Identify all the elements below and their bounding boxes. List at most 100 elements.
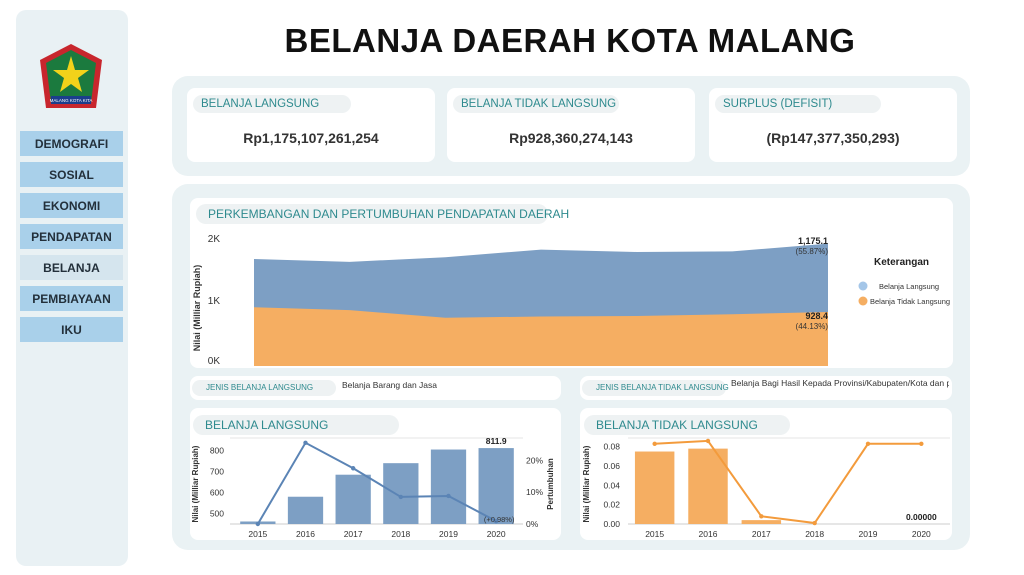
bl-bar <box>478 448 514 524</box>
btl-growth-dot <box>919 441 924 446</box>
bl-bar <box>430 449 467 524</box>
bl-growth-line <box>256 441 497 525</box>
bl-xtick: 2016 <box>296 529 315 539</box>
logo-ribbon-text: MALANG KOTA KITA <box>50 98 93 103</box>
btl-growth-dot <box>705 438 711 444</box>
kpi-label: BELANJA LANGSUNG <box>193 95 351 113</box>
bar-chart-tidak-langsung-title: BELANJA TIDAK LANGSUNG <box>584 415 790 435</box>
area-ytick: 0K <box>208 356 221 367</box>
nav-ekonomi[interactable]: EKONOMI <box>20 193 123 218</box>
bl-ytick: 700 <box>210 467 224 477</box>
btl-xtick: 2018 <box>805 529 824 539</box>
bl-last-label: 811.9 <box>486 436 507 446</box>
btl-ytick: 0.06 <box>603 461 620 471</box>
btl-xtick: 2015 <box>645 529 664 539</box>
legend-marker-tidak <box>858 296 868 306</box>
btl-ytick: 0.00 <box>603 519 620 529</box>
filter-langsung[interactable]: JENIS BELANJA LANGSUNG Belanja Barang da… <box>190 376 561 400</box>
btl-bars <box>634 448 782 524</box>
bl-growth-dot <box>350 466 356 471</box>
bl-bar <box>335 474 371 524</box>
page-title: BELANJA DAERAH KOTA MALANG <box>284 22 856 59</box>
btl-growth-dot <box>759 514 764 519</box>
bl-bars <box>240 448 514 524</box>
kpi-value: Rp928,360,274,143 <box>509 130 633 146</box>
nav-demografi[interactable]: DEMOGRAFI <box>20 131 123 156</box>
bl-yticks: 500 600 700 800 <box>210 446 224 519</box>
kpi-card-langsung: BELANJA LANGSUNG Rp1,175,107,261,254 <box>187 88 435 162</box>
legend-item-langsung: Belanja Langsung <box>879 282 939 291</box>
bl-ytick: 500 <box>210 509 224 519</box>
bl-growth-dot <box>446 493 451 499</box>
btl-growth-dot <box>652 441 657 446</box>
nav-pendapatan[interactable]: PENDAPATAN <box>20 224 123 249</box>
area-ytick: 2K <box>208 234 221 245</box>
btl-last-label: 0.00000 <box>906 512 937 522</box>
legend-title: Keterangan <box>874 257 929 268</box>
bl-bar <box>287 496 324 524</box>
area-chart: Nilai (Milliar Rupiah) 2K 1K 0K 1,175.1 … <box>192 234 950 367</box>
kpi-card-tidak-langsung: BELANJA TIDAK LANGSUNG Rp928,360,274,143 <box>447 88 695 162</box>
area-label-tidak: 928.4 <box>805 311 828 321</box>
filter-langsung-value[interactable]: Belanja Barang dan Jasa <box>342 380 437 390</box>
bl-ylabel: Nilai (Milliar Rupiah) <box>191 445 200 522</box>
bar-chart-langsung: Nilai (Milliar Rupiah) Pertumbuhan 500 60… <box>191 436 555 539</box>
bl-growth-dot <box>303 440 308 445</box>
kpi-label: SURPLUS (DEFISIT) <box>715 95 881 113</box>
bl-growth-dot <box>255 521 261 527</box>
btl-bar <box>741 520 782 524</box>
btl-xtick: 2017 <box>752 529 771 539</box>
btl-ylabel: Nilai (Milliar Rupiah) <box>582 445 591 522</box>
nav-belanja[interactable]: BELANJA <box>20 255 123 280</box>
area-label-tidak-pct: (44.13%) <box>796 322 829 331</box>
bl-ytick: 600 <box>210 488 224 498</box>
btl-xticks: 2015 2016 2017 2018 2019 2020 <box>645 529 931 539</box>
bl-growth-dot <box>493 518 499 524</box>
area-ytick: 1K <box>208 296 221 307</box>
bl-y2label: Pertumbuhan <box>546 458 555 510</box>
nav-pembiayaan[interactable]: PEMBIAYAAN <box>20 286 123 311</box>
bl-ytick: 800 <box>210 446 224 456</box>
area-label-langsung-pct: (55.87%) <box>796 247 829 256</box>
area-series-belanja-tidak-langsung <box>254 307 828 366</box>
kpi-value: Rp1,175,107,261,254 <box>243 130 379 146</box>
kpi-card-surplus: SURPLUS (DEFISIT) (Rp147,377,350,293) <box>709 88 957 162</box>
bl-y2ticks: 0% 10% 20% <box>526 455 543 529</box>
city-logo: MALANG KOTA KITA <box>38 42 104 112</box>
btl-growth-line <box>654 439 922 525</box>
bar-chart-langsung-title: BELANJA LANGSUNG <box>193 415 399 435</box>
filter-langsung-label: JENIS BELANJA LANGSUNG <box>192 380 336 396</box>
btl-yticks: 0.00 0.02 0.04 0.06 0.08 <box>603 442 620 529</box>
bl-growth-label: (+0.98%) <box>484 515 515 524</box>
btl-xtick: 2019 <box>859 529 878 539</box>
nav-iku[interactable]: IKU <box>20 317 123 342</box>
bl-growth-dots <box>255 440 499 527</box>
kpi-label: BELANJA TIDAK LANGSUNG <box>453 95 619 113</box>
kpi-value: (Rp147,377,350,293) <box>766 130 900 146</box>
btl-ytick: 0.02 <box>603 500 620 510</box>
btl-ytick: 0.04 <box>603 480 620 490</box>
area-label-langsung: 1,175.1 <box>798 236 828 246</box>
btl-xtick: 2020 <box>912 529 931 539</box>
filter-tidak-langsung-value[interactable]: Belanja Bagi Hasil Kepada Provinsi/Kabup… <box>731 378 949 388</box>
area-ylabel: Nilai (Milliar Rupiah) <box>192 265 202 352</box>
nav-sosial[interactable]: SOSIAL <box>20 162 123 187</box>
filter-tidak-langsung-label: JENIS BELANJA TIDAK LANGSUNG <box>582 380 729 396</box>
bl-y2tick: 0% <box>526 519 539 529</box>
bar-chart-tidak-langsung: Nilai (Milliar Rupiah) 0.000.020.040.060… <box>582 437 950 539</box>
bl-xticks: 2015 2016 2017 2018 2019 2020 <box>248 529 506 539</box>
btl-growth-dots <box>652 438 924 526</box>
bl-bar <box>383 463 419 524</box>
bl-xtick: 2020 <box>487 529 506 539</box>
filter-tidak-langsung[interactable]: JENIS BELANJA TIDAK LANGSUNG Belanja Bag… <box>580 376 952 400</box>
bl-xtick: 2017 <box>344 529 363 539</box>
bl-xtick: 2018 <box>391 529 410 539</box>
bl-y2tick: 20% <box>526 455 543 465</box>
btl-ytick: 0.08 <box>603 442 620 452</box>
bl-xtick: 2015 <box>248 529 267 539</box>
bl-growth-dot <box>398 494 404 500</box>
bl-xtick: 2019 <box>439 529 458 539</box>
area-chart-title: PERKEMBANGAN DAN PERTUMBUHAN PENDAPATAN … <box>196 204 569 224</box>
legend-item-tidak: Belanja Tidak Langsung <box>870 297 950 306</box>
bl-y2tick: 10% <box>526 487 543 497</box>
